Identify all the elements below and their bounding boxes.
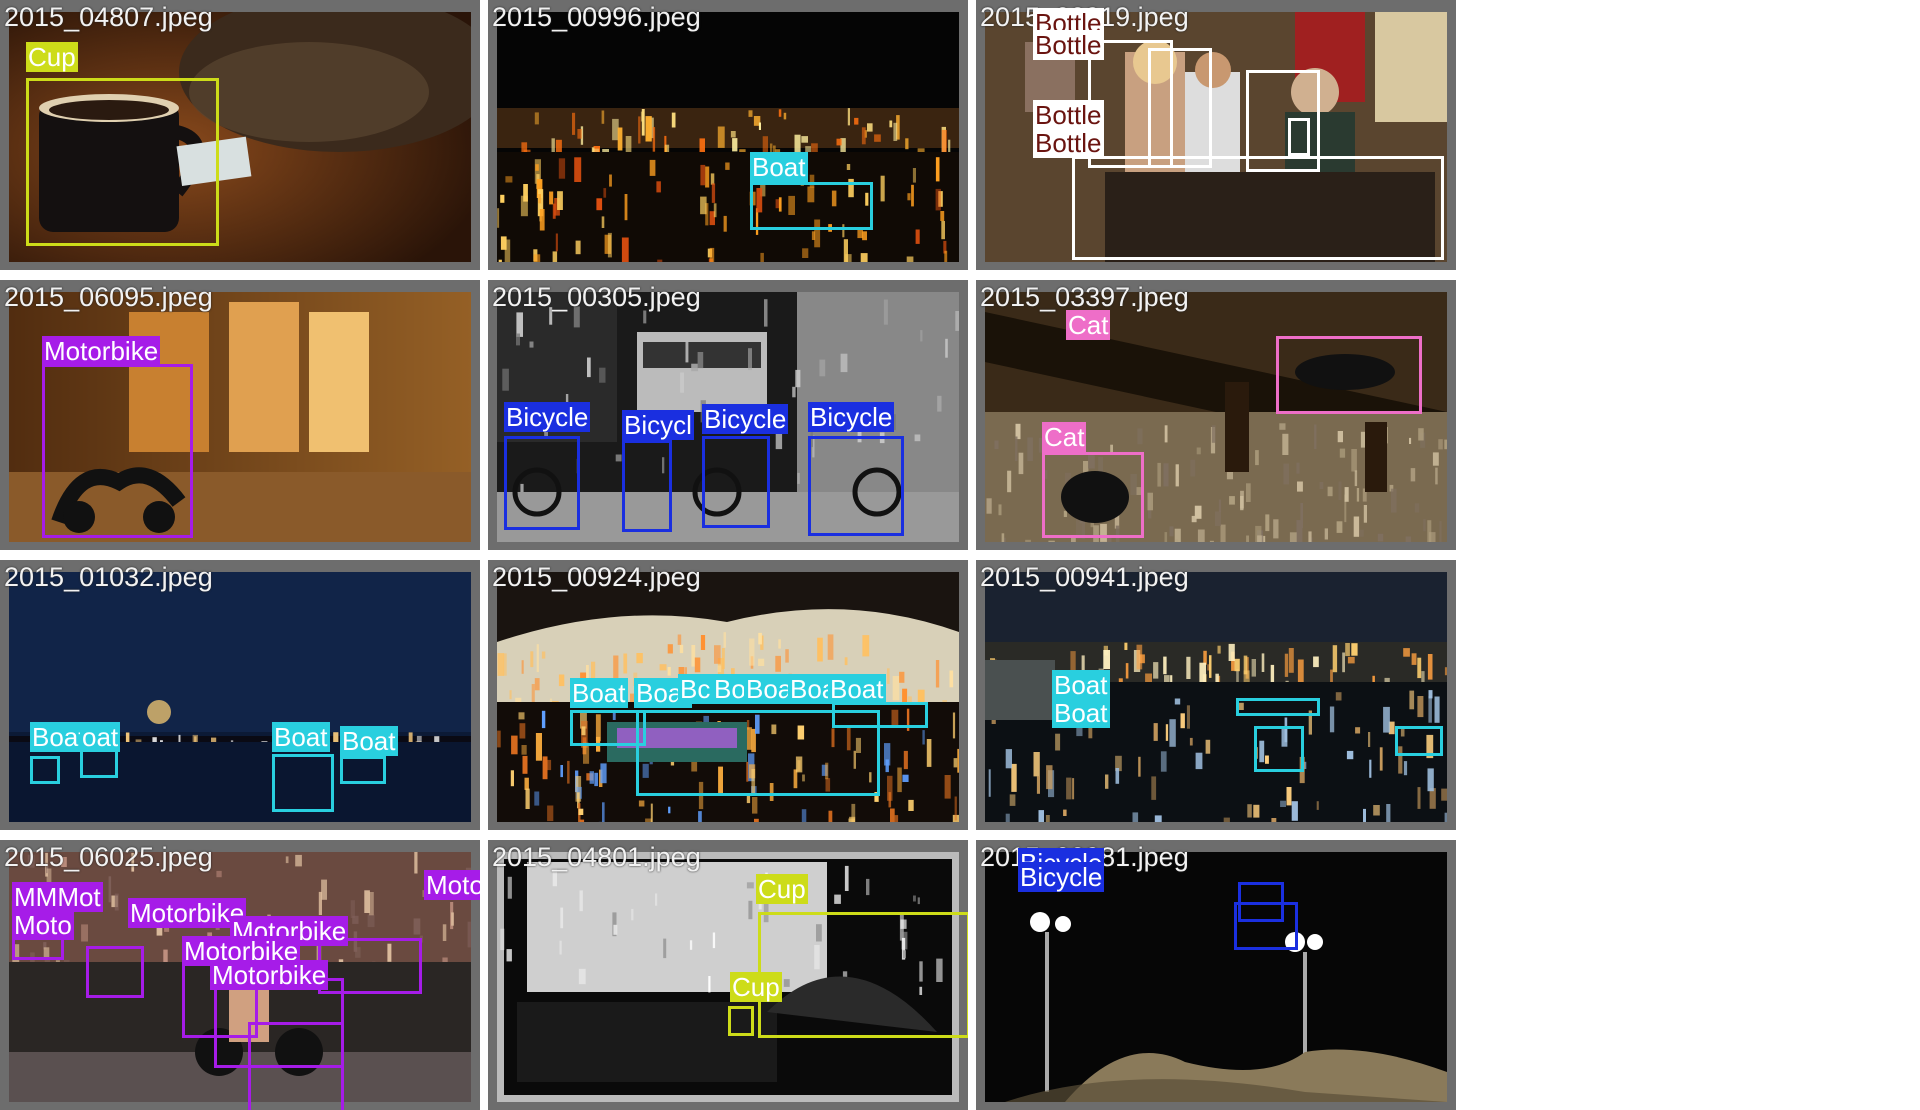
bounding-box bbox=[1042, 452, 1144, 538]
image-tile: 2015_06025.jpeg Motorbike Motorbike Motorbi… bbox=[0, 840, 480, 1110]
detection-label: Moto bbox=[12, 910, 74, 940]
bounding-box bbox=[570, 710, 646, 746]
bounding-box bbox=[80, 748, 118, 778]
image-filename: 2015_06025.jpeg bbox=[4, 842, 213, 872]
detection-label: Cup bbox=[26, 42, 78, 72]
detection-label: MMMot bbox=[12, 882, 103, 912]
bounding-box bbox=[1276, 336, 1422, 414]
bounding-box bbox=[808, 436, 904, 536]
detection-label: Motorbike bbox=[424, 870, 480, 900]
image-filename: 2015_00924.jpeg bbox=[492, 562, 701, 592]
bounding-box bbox=[758, 912, 968, 1038]
detection-label: Boa bbox=[744, 674, 794, 704]
bounding-box bbox=[1072, 156, 1444, 260]
detection-grid: 2015_04807.jpeg Cup 2015_00996.jpeg Boat 2… bbox=[0, 0, 1451, 1110]
detection-label: Boat bbox=[570, 678, 628, 708]
image-tile: 2015_06095.jpeg Motorbike bbox=[0, 280, 480, 550]
image-filename: 2015_00305.jpeg bbox=[492, 282, 701, 312]
detection-label: Bicycl bbox=[622, 410, 694, 440]
detection-label: Boat bbox=[340, 726, 398, 756]
bounding-box bbox=[248, 1022, 344, 1110]
image-tile: 2015_04801.jpeg Cup Cup bbox=[488, 840, 968, 1110]
bounding-box bbox=[1236, 698, 1320, 716]
detection-label: Cat bbox=[1066, 310, 1110, 340]
image-filename: 2015_04807.jpeg bbox=[4, 2, 213, 32]
detection-label: Cat bbox=[1042, 422, 1086, 452]
detection-label: Bicycle bbox=[504, 402, 590, 432]
detection-label: oat bbox=[80, 722, 120, 752]
bounding-box bbox=[702, 436, 770, 528]
image-filename: 2015_06095.jpeg bbox=[4, 282, 213, 312]
detection-label: Bottle bbox=[1033, 100, 1104, 130]
photo bbox=[497, 12, 959, 262]
bounding-box bbox=[86, 946, 144, 998]
image-filename: 2015_00941.jpeg bbox=[980, 562, 1189, 592]
image-filename: 2015_04801.jpeg bbox=[492, 842, 701, 872]
image-filename: 2015_01032.jpeg bbox=[4, 562, 213, 592]
bounding-box bbox=[42, 364, 193, 538]
detection-label: Bottle bbox=[1033, 30, 1104, 60]
detection-label: Motorbike bbox=[210, 960, 328, 990]
detection-label: Cup bbox=[730, 972, 782, 1002]
image-tile: 2015_00996.jpeg Boat bbox=[488, 0, 968, 270]
detection-label: Bottle bbox=[1033, 128, 1104, 158]
bounding-box bbox=[728, 1006, 754, 1036]
image-tile: 2015_00981.jpegBicycleBicycle bbox=[976, 840, 1456, 1110]
bounding-box bbox=[30, 756, 60, 784]
detection-label: Boat bbox=[750, 152, 808, 182]
bounding-box bbox=[1395, 726, 1443, 756]
photo bbox=[9, 572, 471, 822]
detection-label: Cup bbox=[756, 874, 808, 904]
detection-label: Boat bbox=[1052, 698, 1110, 728]
bounding-box bbox=[1288, 118, 1310, 156]
detection-label: Bo bbox=[712, 674, 748, 704]
detection-label: Motorbike bbox=[128, 898, 246, 928]
detection-label: Boat bbox=[1052, 670, 1110, 700]
bounding-box bbox=[504, 436, 580, 530]
image-filename: 2015_03397.jpeg bbox=[980, 282, 1189, 312]
detection-label: Boat bbox=[30, 722, 88, 752]
bounding-box bbox=[272, 754, 334, 812]
image-tile: 2015_00305.jpeg Bicycle Bicycl Bicycle Bicyc… bbox=[488, 280, 968, 550]
bounding-box bbox=[622, 440, 672, 532]
bounding-box bbox=[832, 702, 928, 728]
detection-label: Bicycle bbox=[808, 402, 894, 432]
image-tile: 2015_04807.jpeg Cup bbox=[0, 0, 480, 270]
bounding-box bbox=[1148, 48, 1212, 168]
detection-label: Bc bbox=[678, 674, 712, 704]
detection-label: Bicycle bbox=[1018, 862, 1104, 892]
bounding-box bbox=[1234, 902, 1298, 950]
detection-label: Bicycle bbox=[702, 404, 788, 434]
detection-label: Boat bbox=[272, 722, 330, 752]
bounding-box bbox=[1254, 726, 1304, 772]
bounding-box bbox=[750, 182, 873, 230]
bounding-box bbox=[26, 78, 219, 246]
bounding-box bbox=[340, 756, 386, 784]
image-filename: 2015_00996.jpeg bbox=[492, 2, 701, 32]
detection-label: Boat bbox=[828, 674, 886, 704]
detection-label: Motorbike bbox=[42, 336, 160, 366]
bounding-box bbox=[318, 938, 422, 994]
image-tile: 2015_00919.jpegBottleBottleBottleBottle bbox=[976, 0, 1456, 270]
